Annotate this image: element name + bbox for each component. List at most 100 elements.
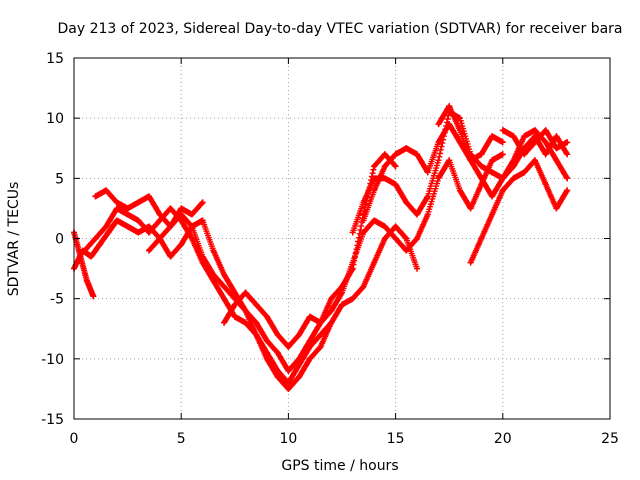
data-point [371, 217, 378, 224]
data-point [392, 223, 399, 230]
data-point [403, 145, 410, 152]
data-point [542, 181, 549, 188]
data-point [317, 343, 324, 350]
data-point [221, 283, 228, 290]
data-point [360, 199, 367, 206]
data-point [167, 223, 174, 230]
data-point [328, 295, 335, 302]
data-point [349, 265, 356, 272]
y-tick-label: 15 [46, 51, 64, 67]
data-point [360, 283, 367, 290]
data-point [296, 355, 303, 362]
data-point [103, 187, 110, 194]
grid-lines [74, 58, 610, 419]
data-point [285, 343, 292, 350]
data-point [478, 175, 485, 182]
data-point [489, 193, 496, 200]
data-point [83, 277, 90, 284]
data-point [360, 217, 367, 224]
data-point [349, 229, 356, 236]
y-tick-label: 0 [55, 232, 64, 248]
data-point [242, 289, 249, 296]
series-sat-track-10 [467, 157, 571, 266]
data-point [317, 319, 324, 326]
data-point [253, 319, 260, 326]
data-point [456, 187, 463, 194]
data-point [263, 349, 270, 356]
data-point [146, 193, 153, 200]
data-point [105, 229, 112, 236]
data-point [478, 163, 485, 170]
chart-title: Day 213 of 2023, Sidereal Day-to-day VTE… [57, 21, 622, 37]
data-point [231, 289, 238, 296]
data-point [339, 301, 345, 308]
data-point [317, 331, 324, 338]
data-point [499, 139, 506, 146]
series-sat-track-3 [81, 205, 335, 386]
axis-ticks: 0 5 10 15 20 25 -15 -10 -5 0 5 10 15 [41, 51, 619, 447]
data-point [489, 157, 496, 164]
data-point [188, 211, 195, 218]
data-point [135, 217, 142, 224]
data-point [328, 319, 335, 326]
data-point [381, 235, 388, 242]
data-point [414, 211, 421, 218]
data-point [210, 247, 217, 254]
series-sat-track-7 [349, 109, 571, 236]
x-tick-label: 5 [177, 431, 186, 447]
data-point [199, 259, 206, 266]
data-point [221, 295, 228, 302]
data-point [467, 259, 474, 266]
data-point [553, 157, 560, 164]
data-point [446, 121, 453, 128]
data-point [499, 187, 506, 194]
data-point [113, 217, 120, 224]
data-point [499, 151, 506, 158]
data-point [124, 205, 131, 212]
data-point [456, 127, 463, 134]
data-point [199, 199, 206, 206]
series-marker-path [71, 211, 421, 392]
data-point [135, 229, 142, 236]
data-point [210, 277, 217, 284]
x-tick-label: 15 [387, 431, 405, 447]
data-point [188, 223, 195, 230]
data-point [424, 211, 431, 218]
data-point [381, 223, 388, 230]
data-point [564, 139, 571, 146]
data-point [564, 175, 571, 182]
data-point [456, 139, 463, 146]
data-point [263, 337, 270, 344]
data-point [242, 307, 249, 314]
data-point [510, 133, 517, 140]
data-point [103, 223, 110, 230]
data-point [349, 295, 356, 302]
data-point [531, 133, 538, 140]
data-point [90, 293, 97, 300]
data-point [531, 157, 538, 164]
data-point [156, 235, 163, 242]
data-point [371, 187, 378, 194]
series-sat-track-4 [92, 187, 206, 230]
data-point [392, 151, 399, 158]
data-point [135, 199, 142, 206]
series-marker-path [435, 103, 571, 200]
x-tick-label: 0 [70, 431, 79, 447]
data-point [371, 259, 378, 266]
data-series [71, 103, 571, 392]
data-point [381, 163, 388, 170]
data-point [274, 373, 281, 380]
data-point [306, 337, 313, 344]
x-tick-label: 10 [279, 431, 297, 447]
data-point [542, 127, 549, 134]
data-point [221, 271, 228, 278]
data-point [199, 217, 206, 224]
data-point [510, 163, 517, 170]
y-tick-label: -5 [50, 292, 64, 308]
data-point [435, 139, 442, 146]
data-point [113, 205, 120, 212]
data-point [414, 265, 421, 272]
data-point [435, 157, 442, 164]
y-tick-label: -10 [41, 352, 64, 368]
